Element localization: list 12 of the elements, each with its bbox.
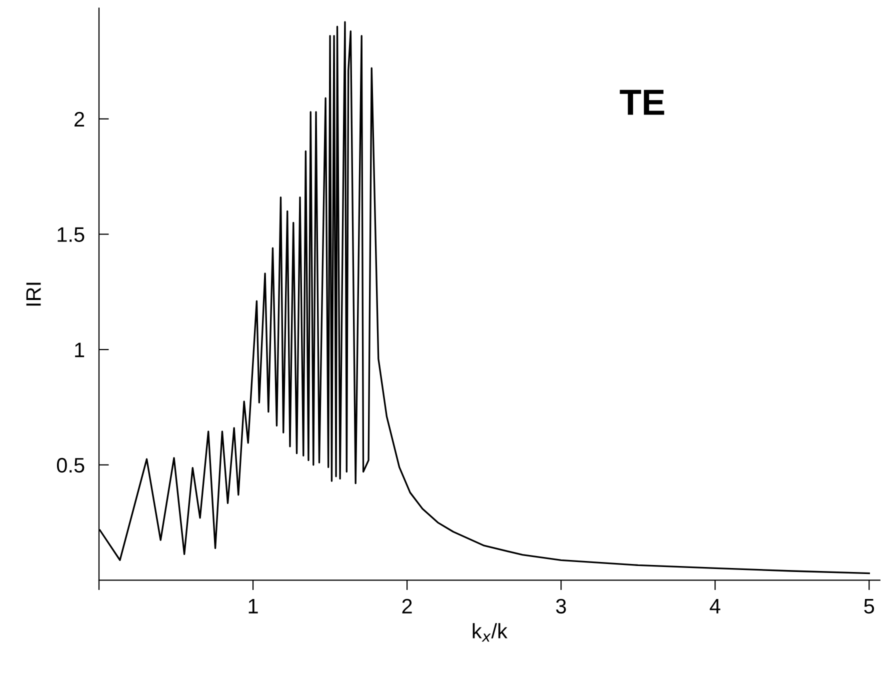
x-tick-label: 1 [248, 599, 258, 614]
x-tick-label: 5 [864, 599, 874, 614]
y-tick-label: 1.5 [58, 227, 84, 242]
y-tick-label: 2 [74, 112, 84, 126]
y-tick-label: 0.5 [56, 458, 84, 473]
x-axis-title: k$_{x}$/k [472, 623, 508, 642]
annotation: TE [620, 90, 664, 115]
y-tick-label: 1 [75, 342, 84, 358]
x-tick-label: 3 [556, 598, 566, 614]
y-axis-title: IRI [26, 282, 41, 306]
x-tick-label: 2 [402, 598, 412, 614]
x-tick-label: 4 [710, 599, 720, 614]
